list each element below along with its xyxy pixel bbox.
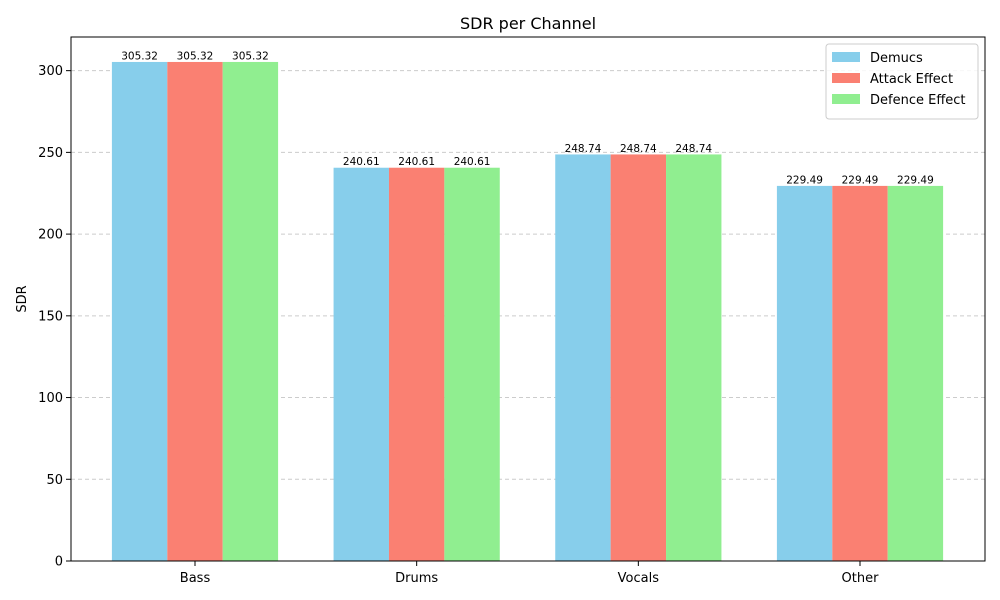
plot-frame — [70, 36, 986, 562]
y-tick-label: 150 — [38, 309, 63, 324]
y-tick-label: 200 — [38, 228, 63, 243]
bar — [388, 167, 445, 561]
legend: Demucs Attack Effect Defence Effect — [825, 43, 979, 120]
bar — [167, 61, 223, 561]
y-tick-label: 50 — [46, 473, 63, 488]
bar-value-label: 248.74 — [565, 143, 602, 155]
y-tick-label: 300 — [38, 64, 63, 79]
bar — [555, 154, 611, 561]
y-tick-label: 250 — [38, 146, 63, 161]
legend-entry: Defence Effect — [870, 93, 966, 108]
x-tick-label: Vocals — [618, 571, 660, 586]
bar-value-label: 248.74 — [620, 143, 657, 155]
bar-value-label: 229.49 — [842, 174, 879, 186]
x-tick-label: Drums — [395, 571, 438, 586]
bar — [222, 61, 279, 561]
legend-swatch — [832, 73, 860, 83]
bar-value-label: 229.49 — [786, 174, 823, 186]
y-axis-label: SDR — [15, 285, 30, 312]
y-tick-label: 0 — [55, 555, 63, 570]
legend-box — [825, 43, 979, 120]
bar — [610, 154, 667, 561]
legend-entry: Demucs — [870, 51, 923, 66]
bar-value-label: 305.32 — [177, 50, 214, 62]
legend-swatch — [832, 52, 860, 62]
grid-lines — [71, 70, 985, 480]
bar-value-label: 305.32 — [232, 50, 269, 62]
bar — [887, 185, 944, 561]
x-tick-label: Bass — [180, 571, 211, 586]
legend-swatch — [832, 94, 860, 104]
bar-value-labels: 305.32 305.32 305.32 240.61 240.61 240.61 248.… — [121, 50, 934, 186]
y-tick-label: 100 — [38, 391, 63, 406]
bar-value-label: 240.61 — [343, 156, 380, 168]
bar-value-label: 240.61 — [398, 156, 435, 168]
legend-entry: Attack Effect — [870, 72, 953, 87]
bar — [111, 61, 168, 561]
bar — [444, 167, 500, 561]
bar-value-label: 248.74 — [675, 143, 712, 155]
x-tick-label: Other — [842, 571, 880, 586]
bar-value-label: 305.32 — [121, 50, 158, 62]
bar — [832, 185, 888, 561]
bar — [333, 167, 389, 561]
bar-value-label: 229.49 — [897, 174, 934, 186]
chart-title: SDR per Channel — [460, 14, 596, 33]
bar-value-label: 240.61 — [454, 156, 491, 168]
y-axis-ticks: 0 50 100 150 200 250 300 — [38, 64, 71, 570]
bars — [111, 61, 944, 561]
bar — [666, 154, 722, 561]
x-axis-ticks: Bass Drums Vocals Other — [180, 561, 879, 586]
bar — [776, 185, 833, 561]
